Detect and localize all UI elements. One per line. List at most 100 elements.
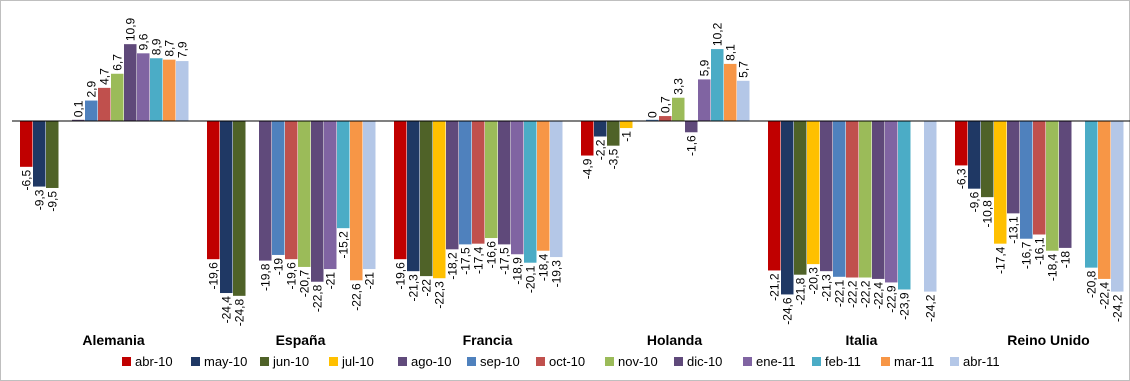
bar — [924, 121, 937, 292]
bar — [433, 121, 446, 279]
legend-swatch — [467, 357, 476, 366]
bar-value-label: 6,7 — [111, 54, 125, 71]
bar-value-label: -18 — [1059, 251, 1073, 269]
category-label: Italia — [846, 332, 878, 348]
bar — [711, 49, 724, 122]
bar-value-label: -16,7 — [1020, 241, 1034, 269]
legend-label: nov-10 — [618, 354, 658, 369]
legend-label: oct-10 — [549, 354, 585, 369]
bar — [511, 121, 524, 255]
bar-value-label: 0,1 — [72, 100, 86, 117]
bar — [85, 100, 98, 121]
bar — [550, 121, 563, 258]
bar-value-label: -17,5 — [459, 247, 473, 275]
bar-value-label: -19,6 — [394, 262, 408, 290]
legend-label: dic-10 — [687, 354, 722, 369]
bar — [685, 121, 698, 133]
bar-value-label: 8,1 — [724, 44, 738, 61]
bar — [994, 121, 1007, 244]
bar-value-label: -22,6 — [350, 283, 364, 311]
legend-label: feb-11 — [825, 354, 861, 369]
bar-value-label: -20,7 — [298, 270, 312, 298]
legend-swatch — [191, 357, 200, 366]
bar — [176, 61, 189, 121]
bar-value-label: -20,8 — [1085, 270, 1099, 298]
legend-swatch — [605, 357, 614, 366]
legend-swatch — [398, 357, 407, 366]
bar — [407, 121, 420, 272]
bar — [1098, 121, 1111, 279]
bar-value-label: 8,9 — [150, 38, 164, 55]
bar-value-label: -21,8 — [794, 277, 808, 305]
bar-value-label: -22,9 — [885, 285, 899, 313]
legend-label: may-10 — [204, 354, 247, 369]
bar — [898, 121, 911, 290]
category-label: España — [276, 332, 326, 348]
bar-value-label: -20,1 — [524, 265, 538, 293]
value-labels-layer: -6,5-9,3 -9,5 0,1 2,94,76,7 10,99,6 8,9 8,7 7,9… — [20, 17, 1125, 326]
bar-value-label: 10,9 — [124, 17, 138, 41]
bar-value-label: -9,6 — [968, 191, 982, 212]
legend-swatch — [260, 357, 269, 366]
bar — [20, 121, 33, 167]
bar — [698, 79, 711, 121]
bar-value-label: -6,5 — [20, 170, 34, 191]
bar — [768, 121, 781, 271]
legend-label: ago-10 — [411, 354, 451, 369]
bar — [298, 121, 311, 267]
bar — [620, 121, 633, 129]
bar-value-label: -3,5 — [607, 148, 621, 169]
bar-value-label: -4,9 — [581, 158, 595, 179]
bar — [1007, 121, 1020, 214]
bar — [1033, 121, 1046, 235]
bar-value-label: -24,6 — [781, 297, 795, 325]
bar — [98, 87, 111, 121]
legend-label: sep-10 — [480, 354, 520, 369]
bar-value-label: -18,4 — [537, 253, 551, 281]
category-labels-layer: Alemania España Francia Holanda Italia Reino … — [82, 332, 1089, 348]
legend-swatch — [674, 357, 683, 366]
bar-value-label: -17,4 — [994, 246, 1008, 274]
bar — [807, 121, 820, 265]
bar-value-label: -22,4 — [872, 282, 886, 310]
bar-value-label: -19,6 — [207, 262, 221, 290]
legend-swatch — [950, 357, 959, 366]
bar-value-label: -22,2 — [846, 280, 860, 308]
bar-value-label: -17,5 — [498, 247, 512, 275]
bar-value-label: -19,8 — [259, 263, 273, 291]
category-label: Francia — [463, 332, 513, 348]
bar — [581, 121, 594, 156]
bar-value-label: -24,8 — [233, 299, 247, 327]
bar-value-label: -13,1 — [1007, 216, 1021, 244]
bar — [337, 121, 350, 229]
bar — [459, 121, 472, 245]
bar-value-label: -9,3 — [33, 189, 47, 210]
bar-value-label: -21,3 — [407, 274, 421, 302]
bar — [485, 121, 498, 239]
bar-value-label: -19,6 — [285, 262, 299, 290]
bar-value-label: 9,6 — [137, 33, 151, 50]
bar — [724, 63, 737, 121]
bar-value-label: -21,3 — [820, 274, 834, 302]
bar — [137, 53, 150, 121]
bar — [207, 121, 220, 260]
bar — [833, 121, 846, 277]
bar — [607, 121, 620, 146]
bar — [233, 121, 246, 296]
bar — [968, 121, 981, 189]
bar — [124, 44, 137, 121]
bar-value-label: -1 — [620, 131, 634, 142]
bar — [981, 121, 994, 198]
bar-value-label: 4,7 — [98, 68, 112, 85]
bar — [46, 121, 59, 188]
bar — [220, 121, 233, 294]
bar — [72, 119, 85, 121]
bar-value-label: -22,3 — [433, 281, 447, 309]
bar-value-label: -24,2 — [1111, 294, 1125, 322]
bar — [955, 121, 968, 166]
bar — [846, 121, 859, 278]
legend-swatch — [812, 357, 821, 366]
legend-label: jun-10 — [272, 354, 309, 369]
bar-value-label: 2,9 — [85, 81, 99, 98]
